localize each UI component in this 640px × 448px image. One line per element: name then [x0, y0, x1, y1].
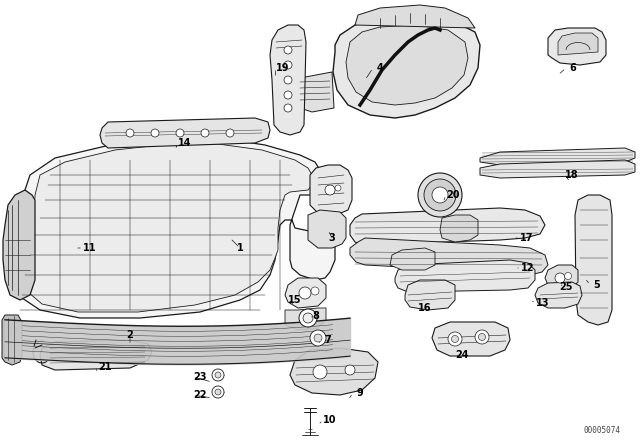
Circle shape [325, 185, 335, 195]
Circle shape [479, 333, 486, 340]
Polygon shape [295, 72, 334, 112]
Circle shape [299, 287, 311, 299]
Polygon shape [270, 25, 306, 135]
Text: 22: 22 [193, 390, 207, 400]
Circle shape [226, 129, 234, 137]
Circle shape [284, 104, 292, 112]
Text: 13: 13 [536, 298, 550, 308]
Circle shape [284, 91, 292, 99]
Text: 00005074: 00005074 [583, 426, 620, 435]
Text: 15: 15 [288, 295, 301, 305]
Text: 6: 6 [570, 63, 577, 73]
Text: 12: 12 [521, 263, 535, 273]
Circle shape [564, 272, 572, 280]
Circle shape [314, 334, 322, 342]
Text: 17: 17 [520, 233, 534, 243]
Circle shape [126, 129, 134, 137]
Text: 11: 11 [83, 243, 97, 253]
Polygon shape [308, 210, 346, 248]
Text: 18: 18 [565, 170, 579, 180]
Polygon shape [548, 28, 606, 65]
Polygon shape [355, 5, 475, 28]
Polygon shape [432, 322, 510, 356]
Circle shape [555, 273, 565, 283]
Circle shape [299, 309, 317, 327]
Circle shape [448, 332, 462, 346]
Text: 25: 25 [559, 282, 573, 292]
Polygon shape [350, 238, 548, 275]
Circle shape [335, 185, 341, 191]
Text: 4: 4 [376, 63, 383, 73]
Circle shape [284, 46, 292, 54]
Text: 21: 21 [99, 362, 112, 372]
Polygon shape [12, 138, 335, 318]
Polygon shape [575, 195, 612, 325]
Ellipse shape [428, 185, 447, 198]
Circle shape [303, 313, 313, 323]
Polygon shape [480, 148, 635, 165]
Polygon shape [100, 118, 270, 148]
Text: 10: 10 [323, 415, 337, 425]
Circle shape [284, 61, 292, 69]
Circle shape [201, 129, 209, 137]
Polygon shape [480, 160, 635, 178]
Polygon shape [290, 348, 378, 395]
Circle shape [424, 179, 456, 211]
Circle shape [418, 173, 462, 217]
Text: 7: 7 [324, 335, 332, 345]
Text: 3: 3 [328, 233, 335, 243]
Polygon shape [535, 282, 582, 308]
Circle shape [215, 389, 221, 395]
Polygon shape [390, 248, 435, 270]
Polygon shape [558, 33, 598, 55]
Circle shape [475, 330, 489, 344]
Circle shape [432, 187, 448, 203]
Circle shape [345, 365, 355, 375]
Text: 2: 2 [127, 330, 133, 340]
Text: 9: 9 [356, 388, 364, 398]
Polygon shape [395, 260, 535, 292]
Circle shape [284, 76, 292, 84]
Text: 19: 19 [276, 63, 290, 73]
Text: 14: 14 [179, 138, 192, 148]
Text: 20: 20 [446, 190, 460, 200]
Polygon shape [346, 25, 468, 105]
Text: 1: 1 [237, 243, 243, 253]
Circle shape [313, 365, 327, 379]
Circle shape [176, 129, 184, 137]
Polygon shape [350, 208, 545, 245]
Polygon shape [545, 265, 578, 290]
Text: 5: 5 [594, 280, 600, 290]
Circle shape [311, 287, 319, 295]
Circle shape [212, 386, 224, 398]
Polygon shape [2, 315, 22, 365]
Polygon shape [285, 308, 326, 330]
Polygon shape [310, 165, 352, 215]
Polygon shape [3, 190, 35, 300]
Polygon shape [40, 340, 152, 370]
Polygon shape [440, 215, 478, 242]
Polygon shape [405, 280, 455, 310]
Text: 23: 23 [193, 372, 207, 382]
Text: 16: 16 [419, 303, 432, 313]
Circle shape [451, 336, 458, 343]
Circle shape [215, 372, 221, 378]
Polygon shape [333, 18, 480, 118]
Polygon shape [285, 278, 326, 308]
Circle shape [310, 330, 326, 346]
Text: 8: 8 [312, 311, 319, 321]
Circle shape [212, 369, 224, 381]
Text: 24: 24 [455, 350, 468, 360]
Circle shape [151, 129, 159, 137]
Polygon shape [20, 144, 312, 312]
